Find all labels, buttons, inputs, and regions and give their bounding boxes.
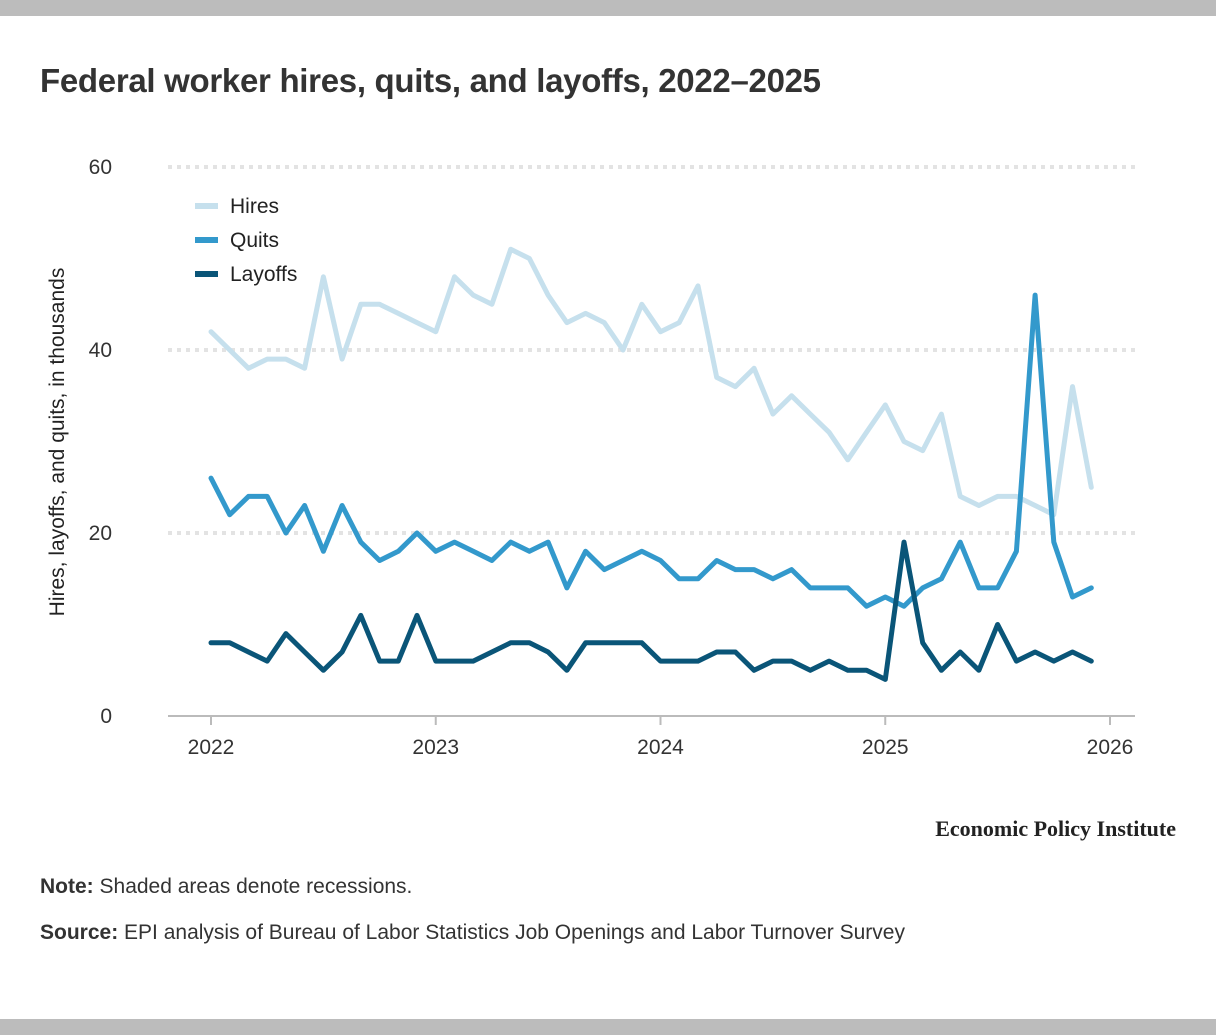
note: Note: Shaded areas denote recessions.: [40, 875, 412, 899]
y-tick-label: 40: [89, 339, 112, 362]
legend-label-layoffs: Layoffs: [230, 263, 297, 286]
x-tick-label: 2023: [412, 736, 459, 759]
y-tick-label: 20: [89, 522, 112, 545]
y-axis-label: Hires, layoffs, and quits, in thousands: [46, 268, 69, 617]
y-tick-label: 0: [100, 705, 112, 728]
series-line-quits: [211, 295, 1091, 606]
note-text: Shaded areas denote recessions.: [100, 875, 413, 898]
x-tick-label: 2022: [188, 736, 235, 759]
source: Source: EPI analysis of Bureau of Labor …: [40, 921, 905, 945]
series-line-hires: [211, 249, 1091, 514]
y-tick-label: 60: [89, 156, 112, 179]
x-tick-label: 2026: [1087, 736, 1134, 759]
source-text: EPI analysis of Bureau of Labor Statisti…: [124, 921, 905, 944]
x-tick-label: 2025: [862, 736, 909, 759]
epi-logo: Economic Policy Institute: [935, 816, 1176, 842]
source-label: Source:: [40, 921, 118, 944]
x-tick-label: 2024: [637, 736, 684, 759]
series-line-layoffs: [211, 542, 1091, 679]
legend-label-quits: Quits: [230, 229, 279, 252]
legend-label-hires: Hires: [230, 195, 279, 218]
note-label: Note:: [40, 875, 94, 898]
